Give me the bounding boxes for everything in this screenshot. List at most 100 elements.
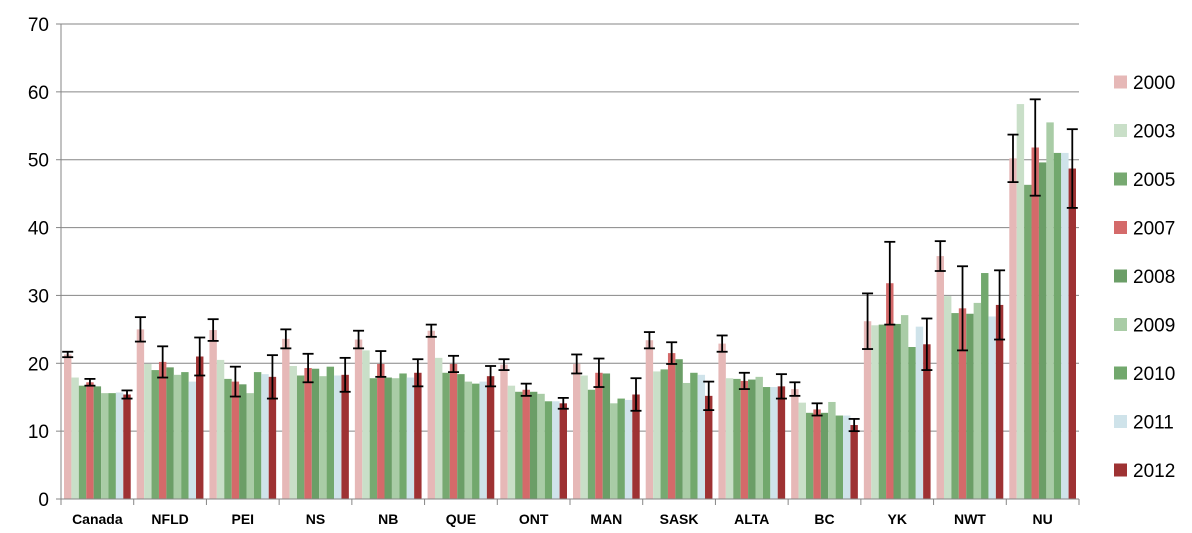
bar	[123, 394, 131, 499]
bar	[988, 316, 996, 499]
bar	[377, 363, 385, 499]
bar	[915, 326, 924, 499]
bar	[188, 381, 197, 499]
bar	[923, 344, 931, 499]
bar	[231, 381, 240, 499]
legend-swatch	[1114, 172, 1127, 186]
bar	[486, 376, 495, 499]
y-tick-label: 10	[28, 422, 49, 443]
bar	[529, 391, 538, 499]
bar	[136, 329, 145, 499]
bar	[718, 343, 726, 499]
bar	[101, 393, 109, 499]
bar	[660, 369, 668, 499]
x-tick-label: PEI	[231, 511, 254, 527]
bar	[871, 325, 879, 499]
bar	[1046, 122, 1054, 500]
bar	[943, 296, 952, 499]
legend-swatch	[1114, 463, 1127, 477]
bar	[362, 350, 370, 499]
bar	[893, 323, 901, 499]
bar	[632, 394, 640, 499]
legend-swatch	[1114, 124, 1127, 137]
x-tick-label: NB	[378, 511, 398, 527]
bar	[667, 353, 676, 499]
bar	[1038, 162, 1047, 499]
bar	[246, 393, 254, 499]
bar	[936, 256, 944, 499]
y-tick-label: 70	[28, 15, 49, 36]
bar	[697, 374, 706, 499]
bar	[595, 372, 603, 499]
bar	[1068, 168, 1076, 500]
bar	[973, 302, 982, 499]
bar	[1024, 184, 1032, 500]
bar	[1053, 152, 1062, 499]
bar	[705, 395, 713, 499]
x-tick-label: SASK	[660, 511, 699, 527]
y-tick-label: 0	[38, 490, 49, 511]
bar	[878, 324, 887, 499]
legend-swatch	[1114, 366, 1127, 380]
bar	[93, 386, 102, 499]
gridlines	[61, 23, 1079, 432]
bar	[319, 376, 327, 499]
bar	[289, 366, 297, 499]
bar	[406, 377, 415, 499]
bar	[958, 308, 967, 499]
y-axis: 0 10 20 30 40 50 60 70	[28, 15, 62, 511]
bar	[850, 425, 858, 499]
bar	[341, 374, 349, 499]
bar	[733, 378, 741, 499]
bar	[86, 382, 94, 499]
legend-label: 2000	[1133, 73, 1175, 94]
bars	[64, 104, 1076, 500]
bar	[457, 374, 465, 499]
bar	[384, 377, 392, 499]
x-tick-label: YK	[887, 511, 906, 527]
bar	[239, 384, 247, 499]
x-tick-label: ONT	[519, 511, 549, 527]
bar	[181, 372, 189, 499]
bar	[115, 392, 124, 499]
legend-label: 2003	[1133, 122, 1175, 143]
bar	[559, 403, 567, 499]
bar	[166, 367, 174, 499]
bar	[755, 376, 763, 499]
bar	[777, 386, 786, 499]
bar	[762, 387, 771, 499]
bar	[900, 315, 909, 499]
bar	[995, 304, 1004, 499]
bar	[268, 376, 277, 499]
bar	[981, 273, 989, 499]
bar	[951, 313, 959, 499]
bar	[886, 283, 894, 499]
bar	[209, 330, 217, 499]
bar	[682, 382, 691, 499]
bar	[624, 399, 633, 499]
legend-swatch	[1114, 269, 1127, 283]
bar	[813, 409, 821, 499]
x-tick-label: NFLD	[151, 511, 188, 527]
bar	[617, 398, 625, 499]
legend-swatch	[1114, 75, 1127, 89]
bar	[216, 359, 225, 499]
legend-swatch	[1114, 221, 1127, 234]
bar	[304, 368, 312, 499]
x-tick-label: NS	[306, 511, 325, 527]
bar	[770, 387, 778, 499]
legend-label: 2007	[1133, 219, 1175, 240]
bar	[224, 378, 232, 499]
bar	[843, 415, 851, 499]
y-tick-label: 50	[28, 151, 49, 172]
bar	[500, 364, 508, 499]
x-tick-label: NU	[1033, 511, 1053, 527]
bar	[740, 380, 749, 499]
bar	[610, 403, 618, 499]
x-tick-label: BC	[814, 511, 834, 527]
bar	[196, 356, 204, 499]
y-tick-label: 20	[28, 354, 49, 375]
bar	[354, 339, 363, 499]
bar	[966, 313, 974, 499]
